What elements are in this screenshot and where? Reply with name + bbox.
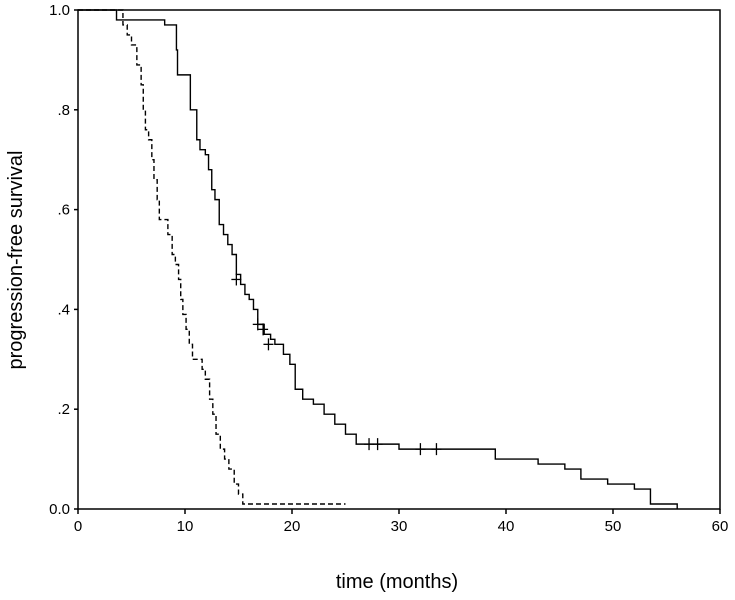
- x-tick-label: 20: [284, 518, 301, 535]
- censor-mark: [415, 443, 426, 456]
- y-tick-label: 1.0: [49, 2, 70, 19]
- x-tick-label: 0: [74, 518, 82, 535]
- y-tick-label: .8: [57, 102, 70, 119]
- censor-mark: [258, 323, 269, 336]
- censor-mark: [252, 318, 263, 331]
- dashed-survival-curve: [78, 9, 346, 505]
- censor-mark: [263, 338, 274, 351]
- x-tick-label: 50: [605, 518, 622, 535]
- y-tick-label: 0.0: [49, 501, 70, 518]
- plot-frame: [77, 9, 721, 510]
- censor-mark: [231, 273, 242, 286]
- x-tick-label: 10: [177, 518, 194, 535]
- x-axis-title: time (months): [336, 571, 458, 593]
- censor-mark: [372, 438, 383, 451]
- x-tick-label: 30: [391, 518, 408, 535]
- y-tick-label: .4: [57, 301, 70, 318]
- censor-mark: [364, 438, 375, 451]
- censor-mark: [431, 443, 442, 456]
- y-axis-title: progression-free survival: [5, 151, 27, 370]
- x-tick-label: 60: [712, 518, 729, 535]
- y-tick-label: .6: [57, 202, 70, 219]
- y-tick-label: .2: [57, 401, 70, 418]
- x-tick-label: 40: [498, 518, 515, 535]
- solid-survival-curve: [78, 9, 678, 509]
